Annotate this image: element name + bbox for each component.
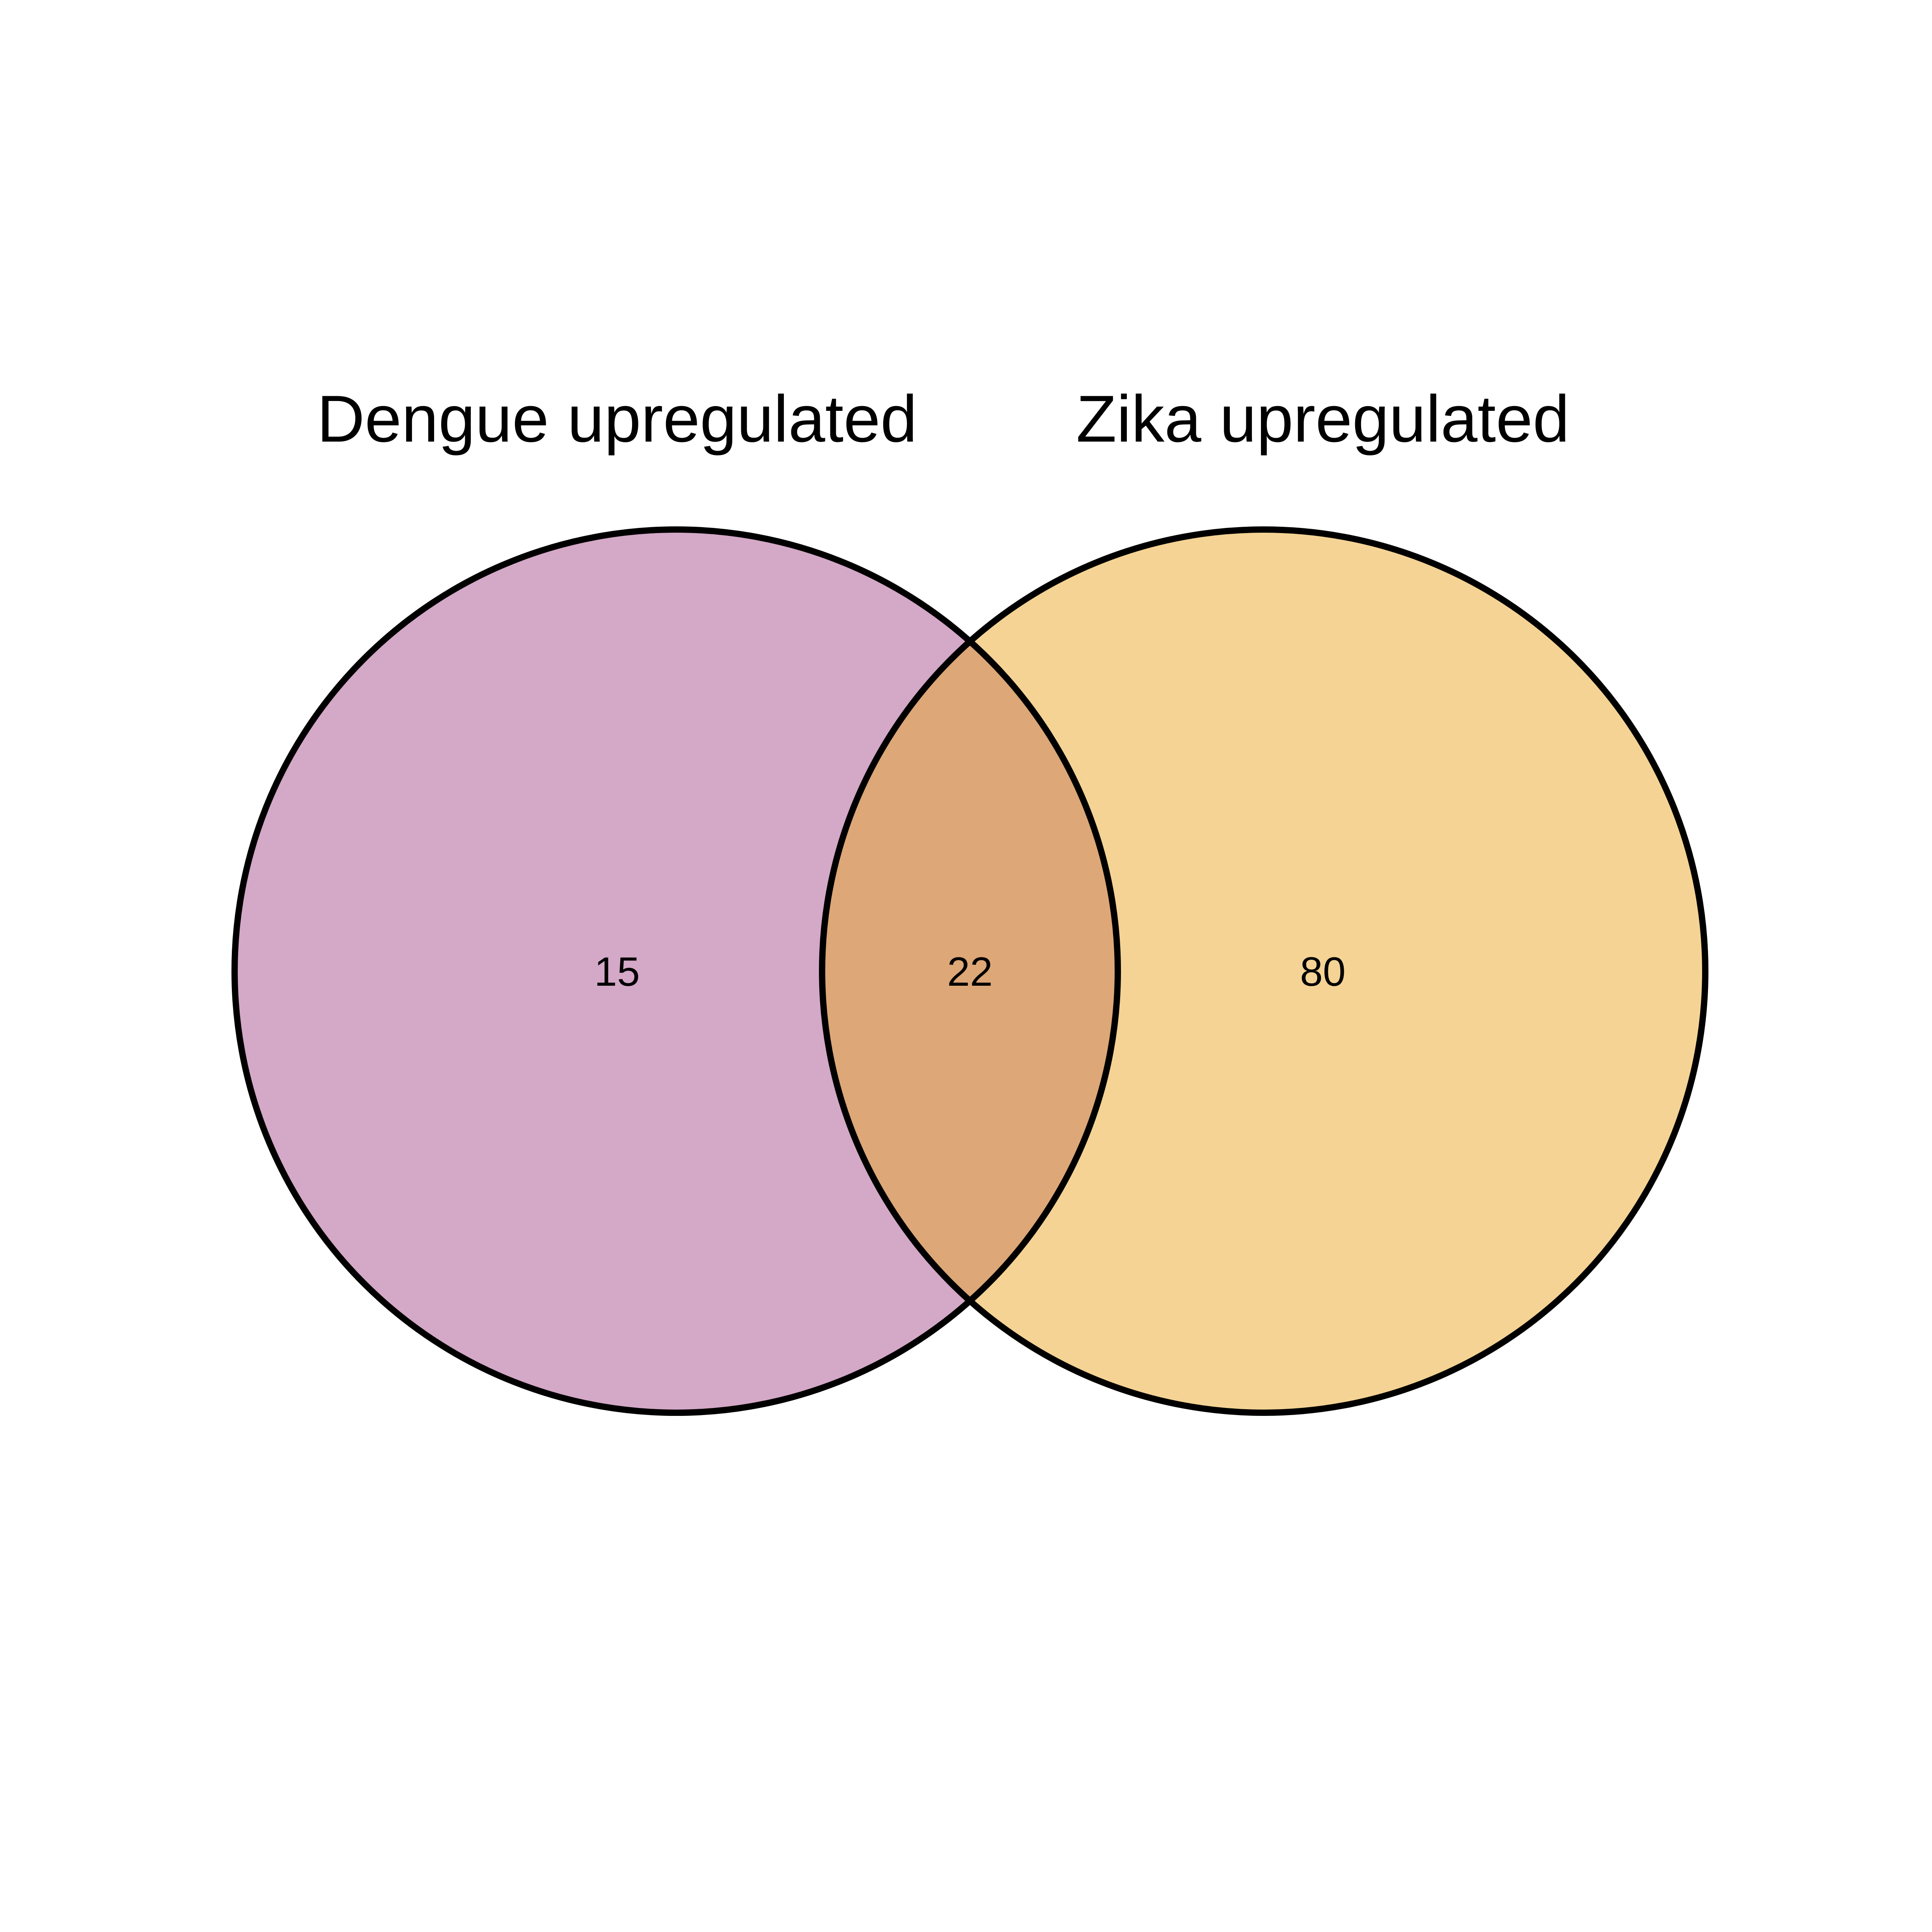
intersection-region bbox=[822, 530, 1118, 1413]
zika-set-label: Zika upregulated bbox=[1076, 382, 1569, 456]
intersection-count: 22 bbox=[947, 949, 993, 995]
dengue-circle-outline bbox=[231, 526, 1121, 1416]
dengue-only-count: 15 bbox=[594, 949, 640, 995]
zika-circle-outline bbox=[819, 526, 1708, 1416]
dengue-set-label: Dengue upregulated bbox=[317, 382, 918, 456]
zika-only-count: 80 bbox=[1300, 949, 1346, 995]
